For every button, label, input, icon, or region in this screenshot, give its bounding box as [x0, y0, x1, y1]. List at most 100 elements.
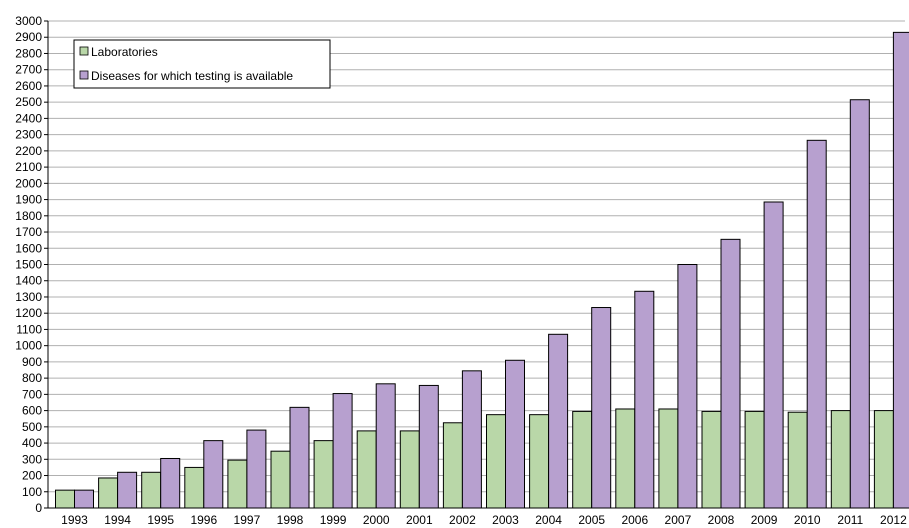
bar-diseases-1994: [117, 471, 138, 509]
bar-diseases-2005: [591, 307, 612, 509]
y-tick-label: 2400: [15, 111, 42, 125]
bar-laboratories-2003: [486, 414, 506, 509]
x-tick-label: 2007: [665, 513, 692, 527]
bar-laboratories-2001: [399, 430, 420, 509]
bar-diseases-2001: [418, 384, 439, 509]
x-tick-label: 2003: [492, 513, 519, 527]
legend-label-laboratories: Laboratories: [91, 45, 158, 59]
y-tick-label: 2700: [15, 63, 42, 77]
y-tick-label: 200: [22, 469, 42, 483]
x-tick-label: 2012: [880, 513, 907, 527]
bar-diseases-2011: [849, 99, 870, 509]
bar-diseases-1996: [203, 440, 224, 509]
bar-diseases-2000: [375, 383, 396, 509]
y-tick-label: 900: [22, 355, 42, 369]
bar-diseases-1999: [332, 393, 353, 509]
y-tick-label: 3000: [15, 14, 42, 28]
y-tick-label: 1400: [15, 274, 42, 288]
y-tick-label: 100: [22, 485, 42, 499]
legend-label-diseases: Diseases for which testing is available: [91, 69, 293, 83]
x-tick-label: 1993: [61, 513, 88, 527]
bar-laboratories-2012: [873, 410, 894, 509]
y-tick-label: 2100: [15, 160, 42, 174]
x-tick-label: 2008: [708, 513, 735, 527]
x-tick-label: 2004: [535, 513, 562, 527]
bar-laboratories-1996: [184, 466, 205, 509]
bar-laboratories-2006: [615, 408, 636, 509]
legend-swatch-laboratories: [79, 46, 89, 56]
x-tick-label: 1995: [147, 513, 174, 527]
bars: [55, 31, 909, 509]
y-tick-label: 700: [22, 387, 42, 401]
bar-laboratories-1994: [98, 477, 119, 509]
y-tick-label: 2300: [15, 128, 42, 142]
bar-laboratories-1993: [55, 489, 75, 509]
y-tick-label: 1900: [15, 193, 42, 207]
bar-laboratories-2010: [787, 411, 808, 509]
y-axis-ticks: 0 100 200 300 400 500 600 700 800 900 1000 1100 1200…: [15, 14, 48, 515]
y-tick-label: 1600: [15, 241, 42, 255]
y-tick-label: 600: [22, 404, 42, 418]
bar-diseases-2008: [720, 238, 741, 509]
bar-laboratories-1998: [270, 450, 291, 509]
bar-laboratories-2007: [658, 408, 679, 509]
bar-laboratories-2005: [572, 410, 593, 509]
x-tick-label: 2002: [449, 513, 476, 527]
y-tick-label: 1800: [15, 209, 42, 223]
y-tick-label: 1200: [15, 306, 42, 320]
x-tick-label: 2009: [751, 513, 778, 527]
bar-diseases-2003: [505, 359, 525, 509]
bar-diseases-1998: [289, 406, 310, 509]
x-axis-ticks: 1993 1994 1995 1996 1997 1998 1999 2000 2001 2002…: [61, 513, 907, 527]
bar-diseases-2004: [548, 333, 569, 509]
y-tick-label: 2600: [15, 79, 42, 93]
bar-laboratories-2004: [529, 414, 550, 509]
bar-laboratories-2002: [442, 422, 463, 509]
y-tick-label: 1700: [15, 225, 42, 239]
x-tick-label: 2000: [363, 513, 390, 527]
bar-diseases-2010: [806, 139, 827, 509]
bar-laboratories-2000: [356, 430, 377, 509]
y-tick-label: 300: [22, 452, 42, 466]
y-tick-label: 2000: [15, 176, 42, 190]
y-tick-label: 1000: [15, 339, 42, 353]
bar-diseases-1995: [160, 457, 181, 509]
y-tick-label: 500: [22, 420, 42, 434]
legend-box: [73, 39, 331, 89]
y-tick-label: 2900: [15, 30, 42, 44]
y-tick-label: 0: [35, 501, 42, 515]
bar-laboratories-2008: [701, 410, 722, 509]
x-tick-label: 2005: [578, 513, 605, 527]
legend: Laboratories Diseases for which testing …: [73, 39, 331, 89]
bar-diseases-2002: [461, 370, 482, 509]
x-tick-label: 1996: [190, 513, 217, 527]
bar-diseases-1997: [246, 429, 267, 509]
x-tick-label: 1998: [277, 513, 304, 527]
bar-diseases-1993: [74, 489, 94, 509]
gridlines: [48, 20, 905, 493]
x-tick-label: 1999: [320, 513, 347, 527]
x-tick-label: 1994: [104, 513, 131, 527]
y-tick-label: 400: [22, 436, 42, 450]
x-tick-label: 2006: [621, 513, 648, 527]
x-tick-label: 2001: [406, 513, 433, 527]
bar-diseases-2012: [892, 31, 909, 509]
y-tick-label: 2200: [15, 144, 42, 158]
bar-laboratories-1999: [313, 440, 334, 509]
legend-swatch-diseases: [79, 70, 89, 80]
x-tick-label: 2011: [837, 513, 863, 527]
x-tick-label: 1997: [234, 513, 261, 527]
bar-laboratories-1997: [227, 459, 248, 509]
y-tick-label: 800: [22, 371, 42, 385]
x-tick-label: 2010: [794, 513, 821, 527]
y-tick-label: 2800: [15, 46, 42, 60]
y-tick-label: 1100: [16, 322, 42, 336]
bar-diseases-2009: [763, 201, 784, 509]
y-tick-label: 1300: [15, 290, 42, 304]
bar-laboratories-1995: [141, 471, 162, 509]
bar-diseases-2007: [677, 264, 698, 509]
bar-laboratories-2009: [744, 410, 765, 509]
y-tick-label: 2500: [15, 95, 42, 109]
bar-diseases-2006: [634, 290, 655, 509]
